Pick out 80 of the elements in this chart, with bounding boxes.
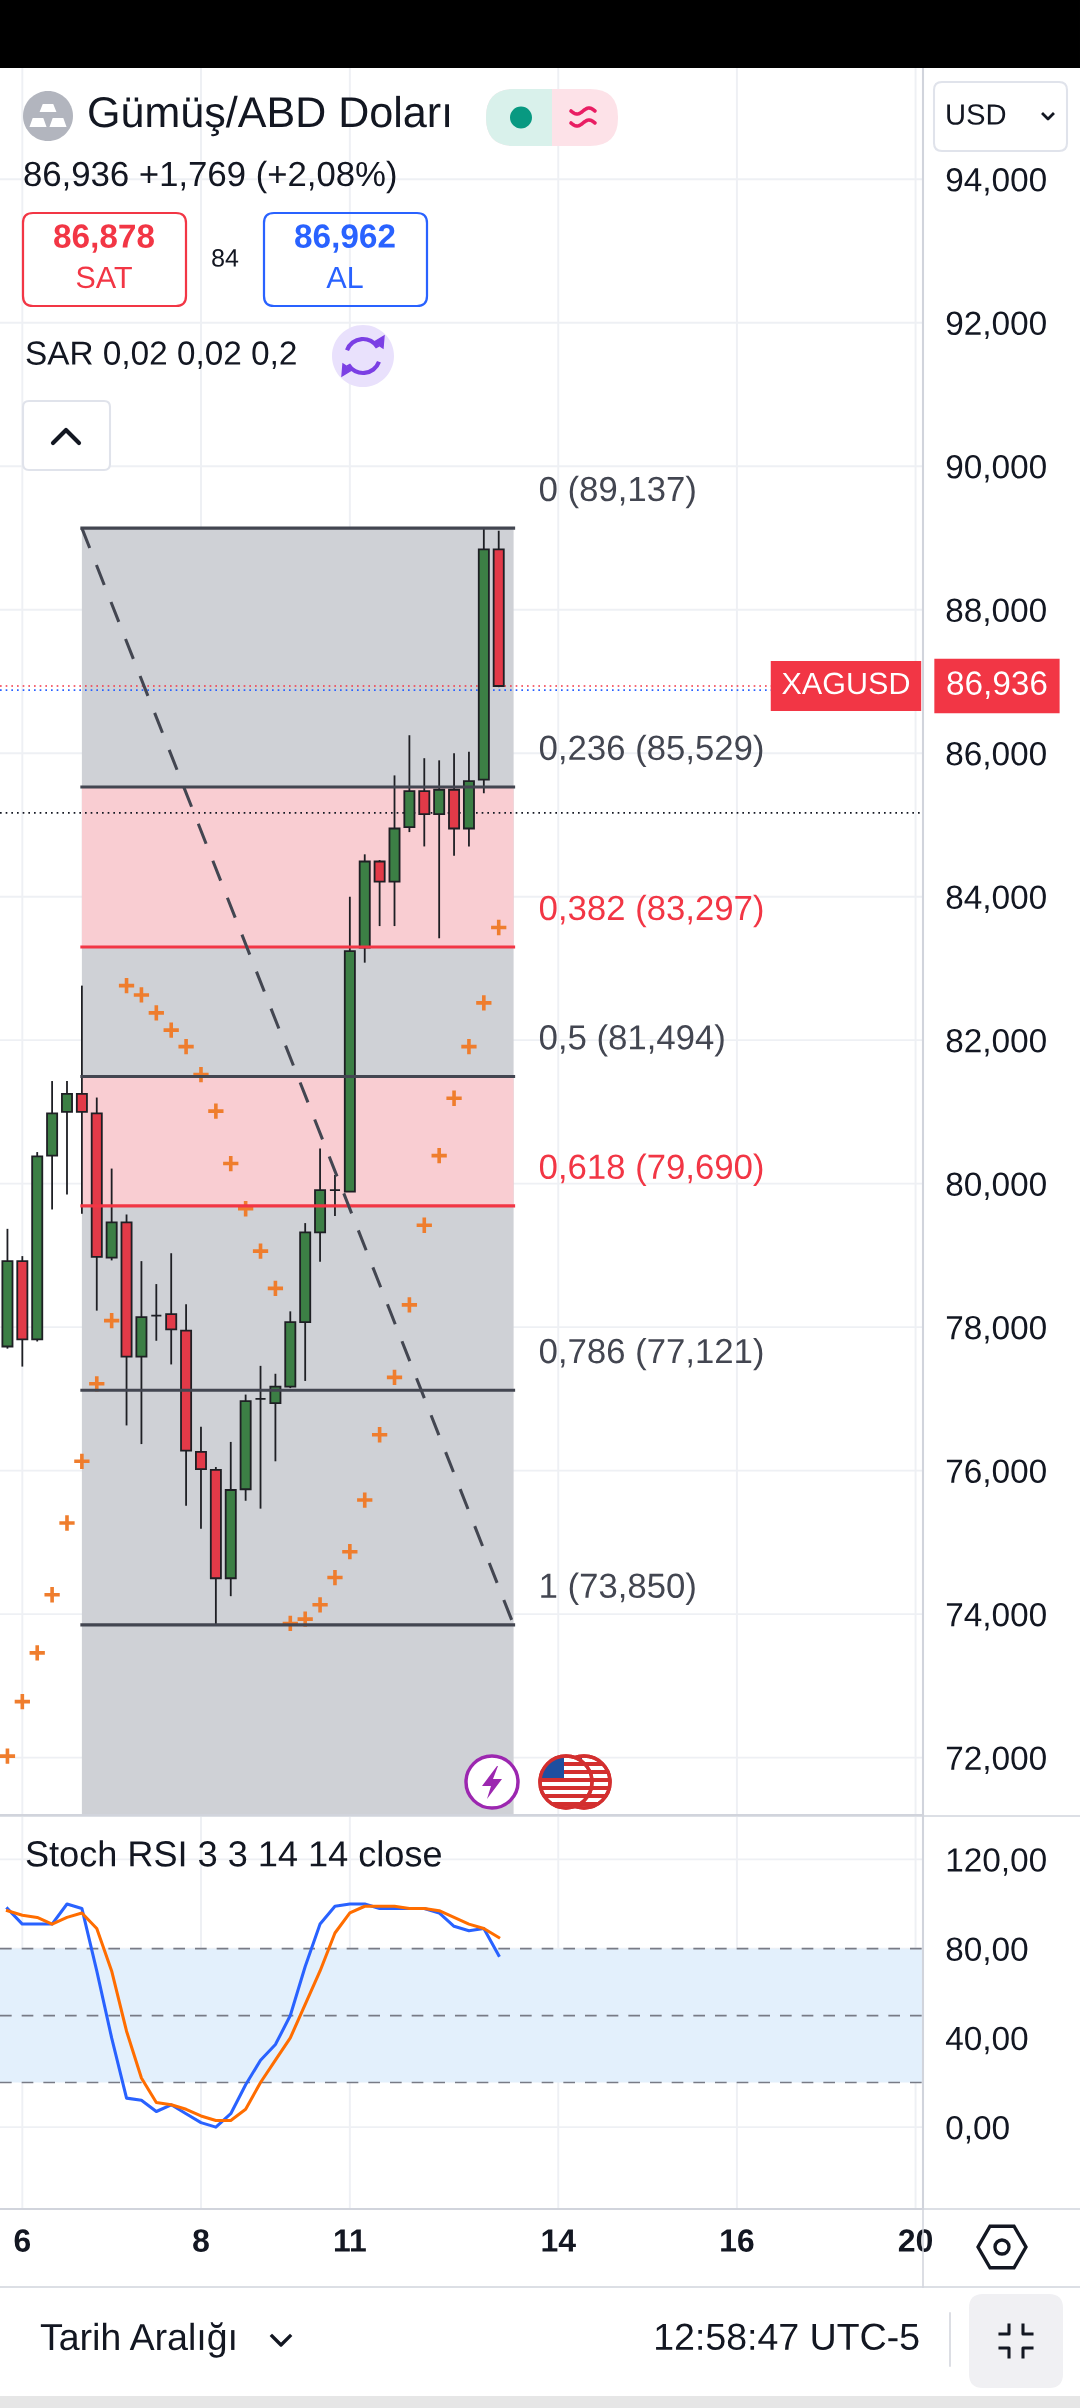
series-label: 0 (89,137) (539, 475, 695, 509)
point (251, 1241, 270, 1261)
series-label: 0,236 (85,529) (539, 734, 763, 768)
y-tick-label: 80,000 (946, 1172, 1046, 1200)
annotation: 84 (212, 249, 239, 267)
series-label: 0,618 (79,690) (539, 1153, 763, 1186)
series-label: 1 (73,850) (541, 1572, 695, 1605)
candlestick (75, 984, 88, 1215)
x-tick-label: 11 (334, 2229, 366, 2252)
y-tick-label: 92,000 (946, 311, 1046, 340)
text: 86,936 (947, 671, 1047, 699)
point (399, 1295, 419, 1315)
point (12, 1692, 32, 1712)
x-tick-label: 20 (898, 2229, 933, 2252)
y-tick-label: 88,000 (946, 598, 1046, 627)
candlestick (254, 1364, 267, 1510)
y-tick-label: 76,000 (946, 1459, 1046, 1487)
text: USD (947, 104, 1006, 125)
x-tick-label: 8 (193, 2229, 209, 2252)
annotation: SAR 0,02 0,02 0,2 (26, 341, 296, 369)
y-tick-label: 120,00 (947, 1848, 1046, 1876)
point (236, 1199, 256, 1219)
x-tick-label: 14 (542, 2229, 576, 2252)
series-label: 0,382 (83,297) (539, 894, 763, 928)
text: Stoch RSI 3 3 14 14 close (26, 1840, 441, 1867)
text: 12:58:47 UTC-5 (656, 2323, 919, 2351)
candlestick (328, 1174, 341, 1217)
series-label: 0,5 (81,494) (539, 1024, 724, 1057)
point (385, 1367, 404, 1387)
ref-line-label: XAGUSD (782, 672, 910, 695)
point (340, 1542, 360, 1562)
point (131, 985, 151, 1005)
point (42, 1585, 62, 1605)
point (355, 1490, 375, 1510)
x-tick-label: 16 (721, 2229, 754, 2252)
y-tick-label: 40,00 (945, 2026, 1028, 2055)
point (27, 1643, 47, 1663)
text: 86,936 +1,769 (+2,08%) (24, 160, 396, 194)
y-tick-label: 94,000 (946, 168, 1046, 196)
point (57, 1513, 77, 1533)
point (117, 976, 136, 996)
point (414, 1215, 434, 1235)
candlestick (195, 1425, 207, 1530)
annotation: 86,878 (54, 224, 154, 253)
candlestick (165, 1252, 178, 1366)
point (370, 1425, 390, 1445)
point (221, 1154, 241, 1173)
point (489, 918, 509, 937)
text: Gümüş/ABD Doları (89, 95, 449, 137)
point (72, 1451, 92, 1471)
point (429, 1146, 449, 1166)
point (325, 1568, 345, 1587)
point (176, 1037, 196, 1057)
candlestick (373, 859, 386, 927)
y-tick-label: 84,000 (946, 885, 1046, 913)
point (310, 1595, 330, 1615)
y-tick-label: 74,000 (946, 1602, 1046, 1631)
point (265, 1278, 285, 1298)
y-tick-label: 78,000 (946, 1315, 1046, 1344)
series-label: 0,786 (77,121) (539, 1337, 763, 1371)
y-tick-label: 82,000 (946, 1028, 1046, 1057)
x-tick-label: 6 (14, 2229, 31, 2252)
y-tick-label: 72,000 (946, 1746, 1046, 1774)
annotation: AL (326, 266, 363, 288)
y-tick-label: 90,000 (946, 454, 1046, 483)
y-tick-label: 0,00 (946, 2115, 1009, 2144)
text: Tarih Aralığı (40, 2322, 235, 2358)
y-tick-label: 80,00 (946, 1937, 1028, 1965)
annotation: SAT (76, 266, 132, 289)
point (146, 1003, 166, 1023)
point (102, 1311, 122, 1331)
y-tick-label: 86,000 (946, 741, 1046, 770)
point (444, 1088, 464, 1108)
candlestick (150, 1283, 163, 1342)
point (206, 1101, 226, 1121)
candlestick (61, 1080, 73, 1196)
annotation: 86,962 (295, 224, 395, 253)
point (459, 1037, 479, 1057)
point (161, 1020, 181, 1040)
point (474, 993, 494, 1013)
